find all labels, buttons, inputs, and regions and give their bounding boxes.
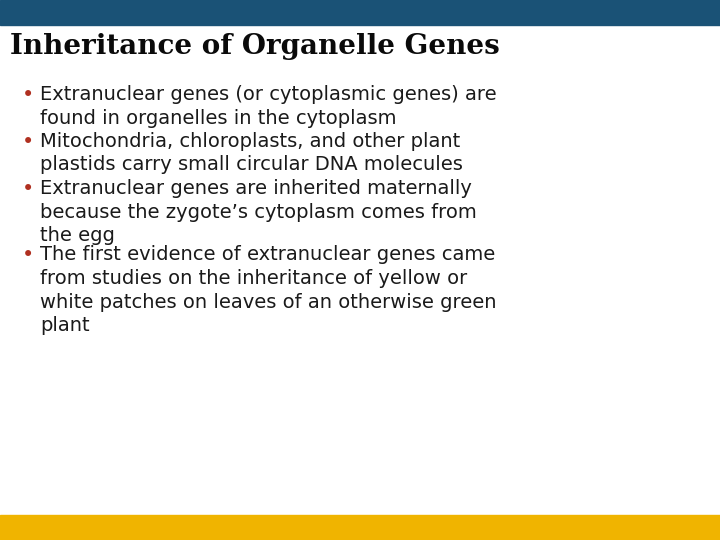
Text: •: • <box>22 132 35 152</box>
Text: •: • <box>22 246 35 266</box>
Text: Inheritance of Organelle Genes: Inheritance of Organelle Genes <box>10 33 500 60</box>
Text: •: • <box>22 179 35 199</box>
Text: •: • <box>22 85 35 105</box>
Bar <box>0 0 720 25</box>
Text: © 2011 Pearson Education, Inc.: © 2011 Pearson Education, Inc. <box>10 523 187 532</box>
Text: The first evidence of extranuclear genes came
from studies on the inheritance of: The first evidence of extranuclear genes… <box>40 246 497 335</box>
Bar <box>0 515 720 540</box>
Text: Extranuclear genes (or cytoplasmic genes) are
found in organelles in the cytopla: Extranuclear genes (or cytoplasmic genes… <box>40 85 497 127</box>
Text: Mitochondria, chloroplasts, and other plant
plastids carry small circular DNA mo: Mitochondria, chloroplasts, and other pl… <box>40 132 463 174</box>
Text: Extranuclear genes are inherited maternally
because the zygote’s cytoplasm comes: Extranuclear genes are inherited materna… <box>40 179 477 245</box>
